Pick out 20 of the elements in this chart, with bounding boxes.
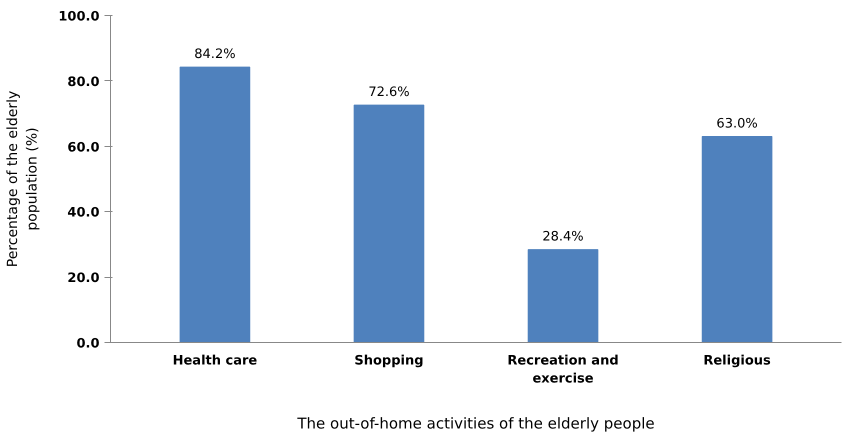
data-label: 72.6%	[368, 85, 410, 100]
y-tick-label: 0.0	[76, 336, 100, 352]
y-tick-label: 100.0	[58, 10, 100, 24]
y-tick-label: 80.0	[67, 74, 100, 90]
bar	[180, 66, 250, 342]
x-tick-label: Recreation and exercise	[507, 354, 619, 386]
y-tick-label: 40.0	[67, 206, 100, 221]
x-axis-title: The out-of-home activities of the elderly people	[296, 414, 655, 432]
x-tick-label: Religious	[703, 354, 772, 368]
y-tick-label: 20.0	[67, 271, 100, 286]
x-tick-label: Health care	[172, 354, 258, 368]
bar	[354, 104, 424, 342]
bar	[528, 249, 598, 342]
data-label: 63.0%	[716, 116, 758, 132]
data-label: 84.2%	[194, 47, 236, 62]
data-label: 28.4%	[542, 230, 584, 245]
bar	[702, 136, 772, 342]
y-tick-label: 60.0	[67, 140, 100, 156]
x-tick-label: Shopping	[354, 354, 424, 368]
y-axis-title: Percentage of the elderly population (%)	[5, 90, 40, 268]
